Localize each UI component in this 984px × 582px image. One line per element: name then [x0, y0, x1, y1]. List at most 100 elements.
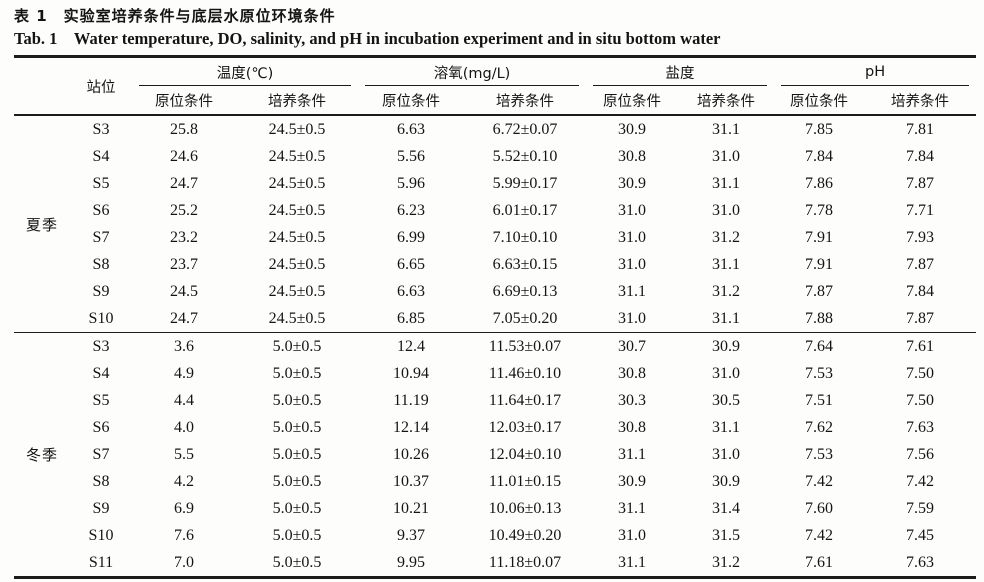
value-cell: 6.63±0.15: [492, 255, 558, 273]
station-cell: S8: [92, 472, 110, 490]
value-cell: 3.6: [132, 332, 236, 360]
value-cell: 24.5: [170, 282, 198, 300]
value-cell: 7.6: [174, 526, 194, 544]
value-cell: 4.9: [174, 364, 194, 382]
value-cell: 7.50: [906, 391, 935, 409]
value-cell: 31.0: [712, 445, 741, 463]
station-cell: S4: [92, 364, 110, 382]
value-cell: 7.56: [906, 445, 935, 463]
value-cell: 31.2: [712, 553, 741, 571]
group-header-salinity: 盐度: [586, 57, 774, 87]
value-cell: 7.62: [805, 418, 834, 436]
value-cell: 31.1: [618, 553, 647, 571]
value-cell: 6.69±0.13: [492, 282, 558, 300]
value-cell: 7.91: [805, 228, 834, 246]
value-cell: 7.42: [805, 526, 834, 544]
table-row: S9 6.9 5.0±0.5 10.21 10.06±0.13 31.1 31.4 7.60 7…: [14, 495, 976, 522]
value-cell: 31.0: [712, 147, 741, 165]
value-cell: 7.0: [174, 553, 194, 571]
value-cell: 9.95: [397, 553, 426, 571]
value-cell: 7.78: [805, 201, 834, 219]
table-row: S8 23.7 24.5±0.5 6.65 6.63±0.15 31.0 31.1 7.91 7…: [14, 251, 976, 278]
value-cell: 7.84: [906, 282, 935, 300]
table-row: S9 24.5 24.5±0.5 6.63 6.69±0.13 31.1 31.2 7.87 7…: [14, 278, 976, 305]
value-cell: 12.03±0.17: [488, 418, 562, 436]
value-cell: 7.87: [906, 309, 935, 327]
station-cell: S6: [92, 418, 110, 436]
value-cell: 24.7: [170, 174, 198, 192]
table-row: S7 23.2 24.5±0.5 6.99 7.10±0.10 31.0 31.2 7.91 7…: [14, 224, 976, 251]
table-body: 夏季 S3 25.8 24.5±0.5 6.63 6.72±0.07 30.9 31.1 7.8…: [14, 115, 977, 578]
value-cell: 24.5±0.5: [268, 201, 326, 219]
value-cell: 24.5±0.5: [268, 282, 326, 300]
value-cell: 7.93: [906, 228, 935, 246]
table-title-chinese: 表 1 实验室培养条件与底层水原位环境条件: [14, 7, 336, 25]
table-row: S5 24.7 24.5±0.5 5.96 5.99±0.17 30.9 31.1 7.86 7…: [14, 170, 976, 197]
value-cell: 7.42: [805, 472, 834, 490]
value-cell: 31.1: [712, 309, 741, 327]
value-cell: 5.0±0.5: [272, 391, 322, 409]
environment-conditions-table: 站位 温度(℃) 溶氧(mg/L) 盐度 pH 原位条件 培养条件 原位条件 培…: [14, 55, 977, 579]
value-cell: 6.63: [397, 282, 426, 300]
value-cell: 7.87: [805, 282, 834, 300]
value-cell: 6.9: [174, 499, 194, 517]
station-cell: S5: [92, 174, 110, 192]
station-cell: S3: [92, 120, 110, 138]
value-cell: 7.87: [906, 174, 935, 192]
value-cell: 31.0: [618, 228, 647, 246]
value-cell: 7.45: [906, 526, 935, 544]
value-cell: 31.1: [712, 120, 741, 138]
value-cell: 31.1: [712, 418, 741, 436]
value-cell: 31.4: [712, 499, 741, 517]
subheader-salinity-incubation: 培养条件: [678, 86, 775, 116]
value-cell: 25.2: [170, 201, 198, 219]
value-cell: 24.5±0.5: [268, 174, 326, 192]
table-title-english: Tab. 1 Water temperature, DO, salinity, …: [14, 29, 721, 48]
value-cell: 30.8: [618, 364, 647, 382]
value-cell: 4.2: [174, 472, 194, 490]
value-cell: 6.23: [397, 201, 426, 219]
value-cell: 30.9: [618, 174, 647, 192]
value-cell: 31.2: [712, 282, 741, 300]
value-cell: 11.01±0.15: [488, 472, 562, 490]
group-header-temperature: 温度(℃): [132, 57, 358, 87]
group-header-dissolved-oxygen: 溶氧(mg/L): [358, 57, 586, 87]
station-cell: S9: [92, 499, 110, 517]
value-cell: 30.9: [618, 120, 647, 138]
value-cell: 31.2: [712, 228, 741, 246]
group-header-ph: pH: [774, 57, 976, 87]
value-cell: 7.87: [906, 255, 935, 273]
value-cell: 7.05±0.20: [492, 309, 558, 327]
value-cell: 4.4: [174, 391, 194, 409]
value-cell: 24.5±0.5: [268, 147, 326, 165]
value-cell: 24.5±0.5: [268, 120, 326, 138]
value-cell: 6.01±0.17: [492, 201, 558, 219]
subheader-temp-incubation: 培养条件: [236, 86, 359, 116]
value-cell: 10.49±0.20: [488, 526, 562, 544]
value-cell: 4.0: [174, 418, 194, 436]
value-cell: 7.53: [805, 364, 834, 382]
value-cell: 7.60: [805, 499, 834, 517]
table-row: S5 4.4 5.0±0.5 11.19 11.64±0.17 30.3 30.5 7.51 7…: [14, 387, 976, 414]
value-cell: 7.91: [805, 255, 834, 273]
value-cell: 7.50: [906, 364, 935, 382]
value-cell: 7.10±0.10: [492, 228, 558, 246]
value-cell: 5.52±0.10: [492, 147, 558, 165]
value-cell: 31.0: [618, 201, 647, 219]
value-cell: 5.0±0.5: [236, 332, 359, 360]
value-cell: 31.1: [618, 282, 647, 300]
season-label: 夏季: [25, 215, 58, 234]
station-header-cell: 站位: [70, 56, 132, 116]
value-cell: 30.9: [618, 472, 647, 490]
value-cell: 31.0: [618, 309, 647, 327]
value-cell: 7.81: [906, 120, 935, 138]
value-cell: 7.61: [805, 553, 834, 571]
value-cell: 30.8: [618, 147, 647, 165]
station-cell: S10: [88, 309, 114, 327]
station-cell: S7: [92, 228, 110, 246]
table-row: S11 7.0 5.0±0.5 9.95 11.18±0.07 31.1 31.2 7.61 7…: [14, 549, 976, 578]
value-cell: 5.56: [397, 147, 426, 165]
value-cell: 24.5±0.5: [268, 255, 326, 273]
value-cell: 31.1: [712, 255, 741, 273]
table-row: S10 7.6 5.0±0.5 9.37 10.49±0.20 31.0 31.5 7.42 7…: [14, 522, 976, 549]
